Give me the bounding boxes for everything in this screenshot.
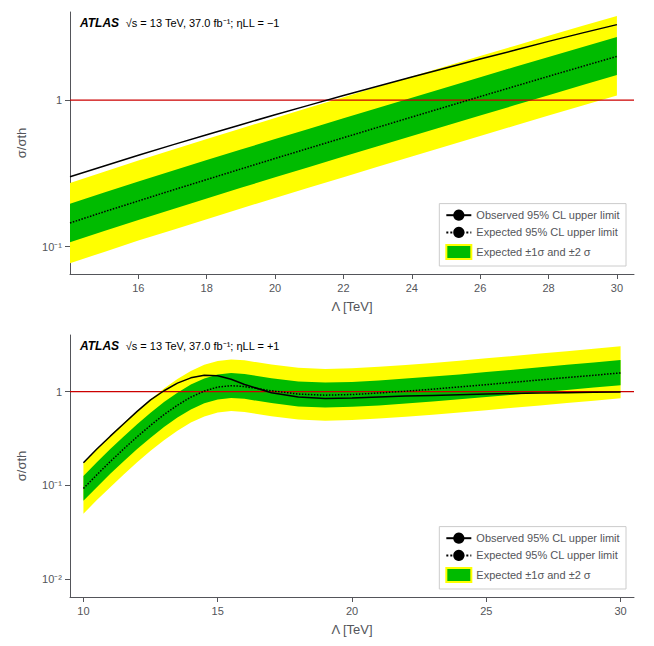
svg-text:26: 26 (474, 282, 486, 294)
svg-text:10⁻²: 10⁻² (42, 573, 62, 585)
svg-text:24: 24 (406, 282, 418, 294)
svg-text:σ/σth: σ/σth (14, 451, 29, 482)
svg-text:28: 28 (542, 282, 554, 294)
svg-text:Λ [TeV]: Λ [TeV] (331, 299, 372, 314)
svg-text:10⁻¹: 10⁻¹ (42, 479, 62, 491)
svg-text:20: 20 (346, 605, 358, 617)
svg-text:15: 15 (212, 605, 224, 617)
svg-text:Expected 95% CL upper limit: Expected 95% CL upper limit (476, 226, 617, 238)
svg-text:1: 1 (56, 386, 62, 398)
svg-text:18: 18 (201, 282, 213, 294)
svg-text:σ/σth: σ/σth (14, 128, 29, 159)
svg-text:√s = 13 TeV, 37.0 fb⁻¹; ηLL =: √s = 13 TeV, 37.0 fb⁻¹; ηLL = −1 (126, 17, 280, 29)
svg-text:10: 10 (77, 605, 89, 617)
svg-text:30: 30 (611, 282, 623, 294)
svg-text:10⁻¹: 10⁻¹ (42, 241, 62, 253)
svg-text:30: 30 (614, 605, 626, 617)
svg-text:Expected ±1σ and ±2 σ: Expected ±1σ and ±2 σ (476, 569, 591, 581)
svg-text:Observed 95% CL upper limit: Observed 95% CL upper limit (476, 532, 619, 544)
svg-text:20: 20 (269, 282, 281, 294)
svg-text:22: 22 (337, 282, 349, 294)
svg-text:√s = 13 TeV, 37.0 fb⁻¹; ηLL =: √s = 13 TeV, 37.0 fb⁻¹; ηLL = +1 (126, 340, 280, 352)
svg-text:Λ [TeV]: Λ [TeV] (331, 622, 372, 637)
svg-text:Observed 95% CL upper limit: Observed 95% CL upper limit (476, 209, 619, 221)
svg-text:16: 16 (132, 282, 144, 294)
svg-text:ATLAS: ATLAS (79, 16, 119, 30)
svg-text:1: 1 (56, 94, 62, 106)
svg-text:ATLAS: ATLAS (79, 339, 119, 353)
svg-text:Expected 95% CL upper limit: Expected 95% CL upper limit (476, 549, 617, 561)
svg-text:Expected ±1σ and ±2 σ: Expected ±1σ and ±2 σ (476, 246, 591, 258)
svg-text:25: 25 (480, 605, 492, 617)
